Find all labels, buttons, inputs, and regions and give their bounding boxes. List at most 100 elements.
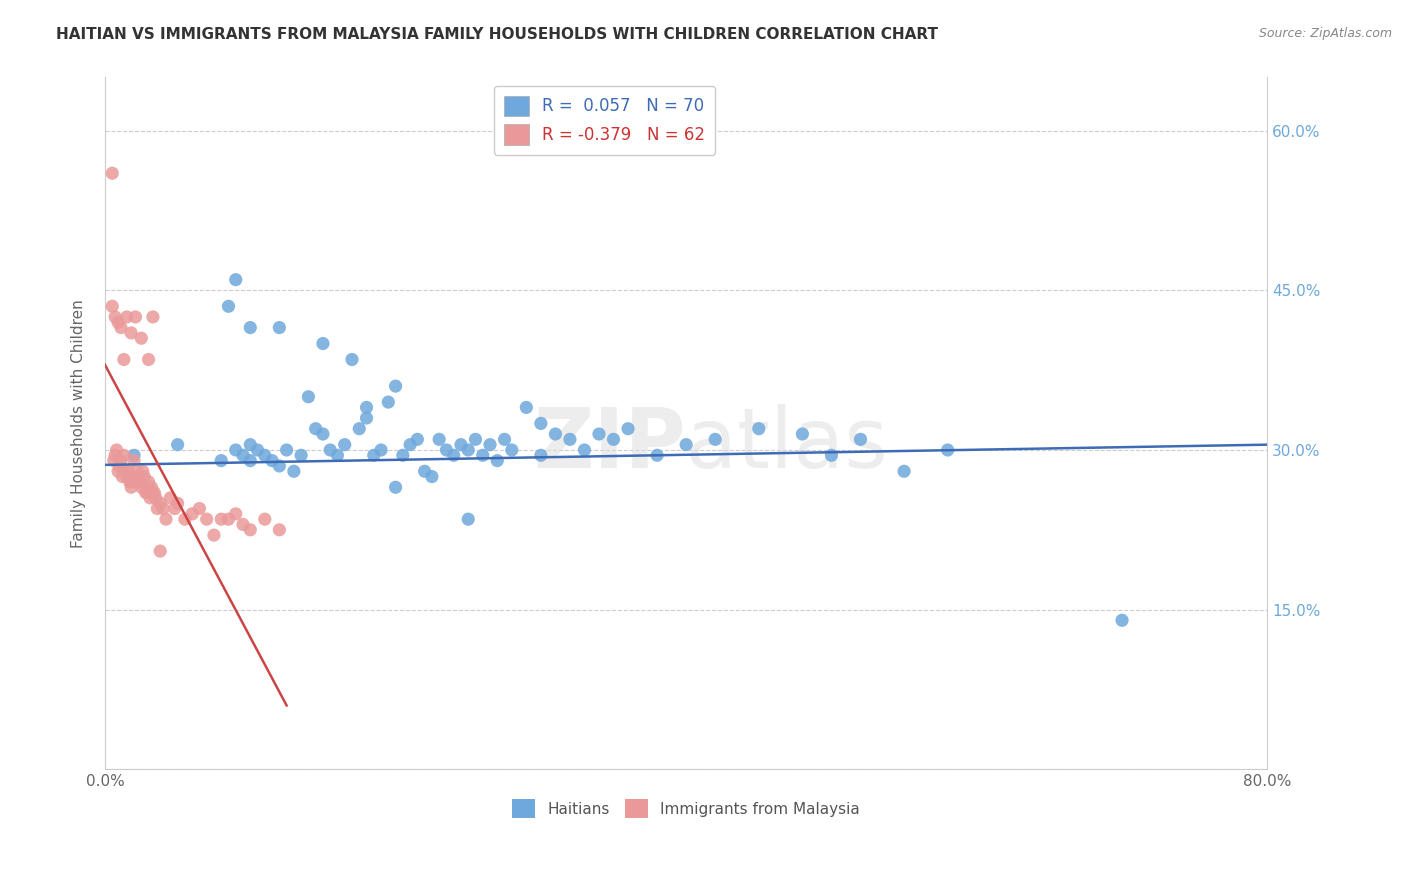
Point: [202, 528, 225, 542]
Point: [349, 422, 371, 436]
Point: [136, 485, 159, 500]
Point: [269, 320, 291, 334]
Point: [319, 442, 342, 457]
Point: [253, 448, 276, 462]
Point: [145, 491, 167, 505]
Point: [142, 310, 165, 324]
Point: [118, 475, 141, 489]
Point: [209, 453, 232, 467]
Point: [406, 433, 429, 447]
Point: [101, 166, 124, 180]
Point: [143, 485, 166, 500]
Point: [501, 442, 523, 457]
Point: [107, 464, 129, 478]
Point: [110, 320, 132, 334]
Point: [124, 469, 146, 483]
Point: [138, 475, 160, 489]
Point: [558, 433, 581, 447]
Point: [356, 411, 378, 425]
Point: [239, 523, 262, 537]
Point: [420, 469, 443, 483]
Point: [704, 433, 727, 447]
Point: [748, 422, 770, 436]
Point: [530, 417, 553, 431]
Point: [128, 475, 150, 489]
Point: [297, 390, 319, 404]
Text: Source: ZipAtlas.com: Source: ZipAtlas.com: [1258, 27, 1392, 40]
Point: [602, 433, 624, 447]
Point: [134, 469, 156, 483]
Point: [283, 464, 305, 478]
Point: [138, 352, 160, 367]
Point: [384, 379, 406, 393]
Point: [675, 437, 697, 451]
Point: [253, 512, 276, 526]
Point: [443, 448, 465, 462]
Point: [155, 512, 177, 526]
Point: [356, 401, 378, 415]
Point: [104, 310, 127, 324]
Point: [132, 464, 155, 478]
Point: [544, 427, 567, 442]
Point: [225, 507, 247, 521]
Point: [262, 453, 284, 467]
Point: [312, 336, 335, 351]
Y-axis label: Family Households with Children: Family Households with Children: [72, 299, 86, 548]
Point: [127, 475, 149, 489]
Point: [574, 442, 596, 457]
Point: [188, 501, 211, 516]
Point: [125, 464, 148, 478]
Point: [588, 427, 610, 442]
Point: [124, 310, 146, 324]
Point: [181, 507, 204, 521]
Point: [515, 401, 537, 415]
Point: [195, 512, 218, 526]
Point: [108, 458, 131, 473]
Point: [131, 331, 153, 345]
Point: [471, 448, 494, 462]
Point: [115, 310, 138, 324]
Point: [111, 469, 134, 483]
Point: [820, 448, 842, 462]
Point: [239, 320, 262, 334]
Text: ZIP: ZIP: [534, 403, 686, 484]
Point: [232, 517, 254, 532]
Point: [159, 491, 181, 505]
Point: [413, 464, 436, 478]
Point: [457, 512, 479, 526]
Point: [105, 442, 128, 457]
Point: [1111, 613, 1133, 627]
Point: [209, 512, 232, 526]
Point: [163, 501, 186, 516]
Point: [377, 395, 399, 409]
Point: [792, 427, 814, 442]
Point: [479, 437, 502, 451]
Text: atlas: atlas: [686, 403, 889, 484]
Point: [142, 485, 165, 500]
Point: [936, 442, 959, 457]
Point: [617, 422, 640, 436]
Point: [115, 469, 138, 483]
Point: [494, 433, 516, 447]
Point: [104, 448, 127, 462]
Point: [340, 352, 363, 367]
Point: [457, 442, 479, 457]
Point: [269, 458, 291, 473]
Point: [107, 315, 129, 329]
Point: [239, 453, 262, 467]
Point: [239, 437, 262, 451]
Point: [276, 442, 298, 457]
Point: [312, 427, 335, 442]
Point: [645, 448, 668, 462]
Point: [122, 448, 145, 462]
Point: [135, 485, 157, 500]
Point: [120, 480, 142, 494]
Point: [149, 544, 172, 558]
Point: [849, 433, 872, 447]
Point: [141, 480, 163, 494]
Point: [112, 448, 135, 462]
Point: [110, 453, 132, 467]
Point: [269, 523, 291, 537]
Text: HAITIAN VS IMMIGRANTS FROM MALAYSIA FAMILY HOUSEHOLDS WITH CHILDREN CORRELATION : HAITIAN VS IMMIGRANTS FROM MALAYSIA FAMI…: [56, 27, 938, 42]
Point: [436, 442, 458, 457]
